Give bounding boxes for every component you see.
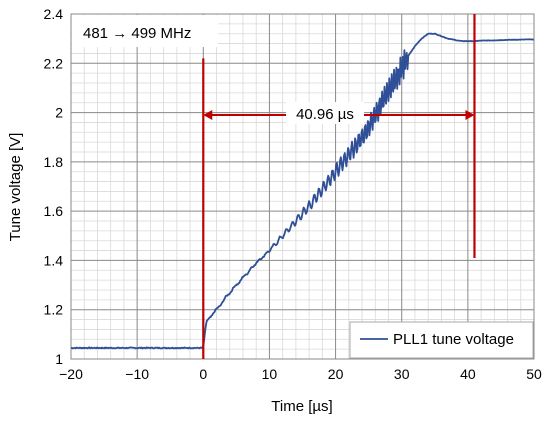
y-tick-label: 1.2 [44, 302, 64, 318]
interval-label: 40.96 µs [296, 106, 354, 123]
series-line-pll1 [70, 32, 535, 350]
x-tick-label: 10 [262, 366, 278, 382]
y-tick-labels: 1 1.2 1.4 1.6 1.8 2 2.2 2.4 [44, 6, 64, 367]
plot-frame [70, 13, 535, 360]
x-tick-label: 50 [526, 366, 542, 382]
y-tick-label: 2.2 [44, 55, 64, 71]
y-axis-label: Tune voltage [V] [7, 133, 24, 242]
legend-entry-pll1: PLL1 tune voltage [393, 331, 514, 348]
y-tick-label: 2 [55, 105, 63, 121]
y-tick-label: 2.4 [44, 6, 64, 22]
interval-arrow-head-left [203, 110, 213, 121]
y-tick-label: 1.6 [44, 203, 64, 219]
legend: PLL1 tune voltage [349, 321, 534, 359]
interval-label-bg [286, 102, 364, 124]
y-tick-label: 1.4 [44, 252, 64, 268]
x-tick-label: 20 [328, 366, 344, 382]
legend-box [349, 321, 534, 359]
frequency-box [72, 15, 218, 47]
plot-area [71, 14, 534, 359]
y-tick-label: 1 [55, 351, 63, 367]
x-tick-label: 0 [199, 366, 207, 382]
x-tick-labels: −20 −10 0 10 20 30 40 50 [59, 366, 542, 382]
x-tick-label: 30 [394, 366, 410, 382]
x-tick-label: −20 [59, 366, 83, 382]
x-axis-label: Time [µs] [271, 398, 332, 415]
interval-arrow-head-right [465, 110, 475, 121]
y-tick-label: 1.8 [44, 154, 64, 170]
x-tick-label: 40 [460, 366, 476, 382]
frequency-label: 481 → 499 MHz [83, 25, 191, 42]
x-tick-label: −10 [125, 366, 149, 382]
